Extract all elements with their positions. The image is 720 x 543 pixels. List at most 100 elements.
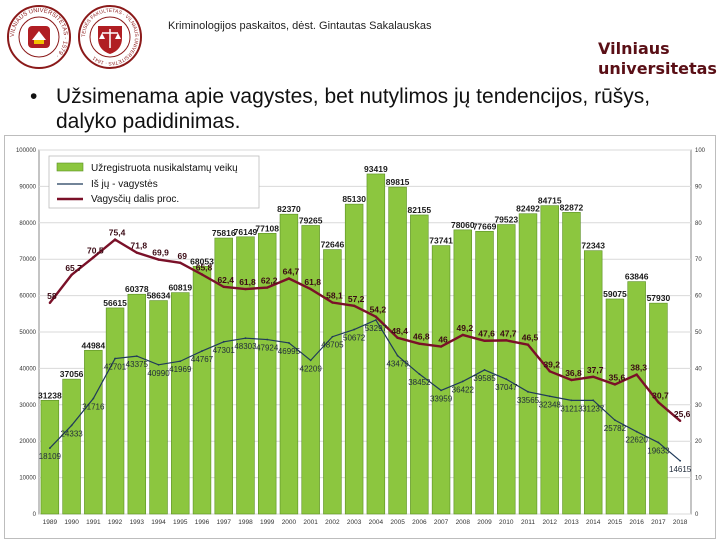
left-axis-tick-label: 70000 [19, 257, 36, 263]
x-tick-label: 1989 [43, 519, 58, 526]
x-tick-label: 2008 [456, 519, 471, 526]
bar-1994 [149, 300, 168, 515]
share-point-2000 [287, 277, 291, 280]
x-tick-label: 1999 [260, 519, 275, 526]
x-tick-label: 2001 [303, 519, 318, 526]
theft-point-1990 [70, 424, 73, 427]
bar-1998 [236, 236, 255, 515]
x-tick-label: 1998 [238, 519, 253, 526]
bar-value-label: 68053 [190, 256, 214, 266]
theft-point-2013 [570, 399, 573, 402]
theft-value-label: 47924 [256, 344, 279, 353]
bar-value-label: 77108 [255, 223, 279, 233]
theft-point-1989 [48, 447, 51, 449]
share-point-2006 [418, 342, 421, 345]
share-value-label: 37,7 [587, 365, 604, 375]
bar-value-label: 82872 [560, 202, 584, 212]
theft-point-2016 [635, 430, 638, 433]
share-point-1993 [135, 251, 138, 254]
bar-value-label: 76149 [234, 227, 258, 237]
x-tick-label: 2005 [390, 519, 405, 526]
theft-point-2009 [483, 369, 486, 371]
theft-point-2012 [548, 395, 551, 398]
bar-value-label: 75816 [212, 228, 236, 238]
bar-value-label: 59075 [603, 289, 627, 299]
left-axis-tick-label: 20000 [19, 439, 36, 445]
bar-1996 [192, 265, 212, 515]
x-tick-label: 1995 [173, 519, 188, 526]
vilnius-university-wordmark: Vilniaus universitetas [598, 39, 717, 79]
share-point-2017 [657, 401, 660, 404]
share-value-label: 38,3 [630, 363, 647, 373]
legend-label: Vagysčių dalis proc. [91, 194, 179, 205]
bar-1990 [62, 378, 81, 515]
theft-value-label: 33565 [517, 396, 540, 405]
share-value-label: 62,4 [217, 275, 234, 285]
x-tick-label: 2004 [369, 519, 384, 526]
bar-value-label: 60819 [168, 283, 192, 293]
share-value-label: 46,5 [522, 333, 539, 343]
theft-point-2003 [353, 328, 356, 331]
theft-point-2006 [418, 373, 421, 375]
theft-value-label: 31716 [82, 403, 105, 412]
theft-point-1991 [92, 397, 95, 400]
x-tick-label: 2002 [325, 519, 340, 526]
share-value-label: 62,2 [261, 276, 278, 286]
right-axis-tick-label: 40 [695, 366, 702, 372]
theft-value-label: 43479 [386, 360, 409, 369]
bar-value-label: 78060 [451, 220, 475, 230]
share-point-2018 [678, 419, 682, 423]
theft-point-1992 [114, 357, 116, 360]
theft-point-2001 [309, 359, 312, 362]
x-tick-label: 1992 [108, 519, 123, 526]
theft-point-2004 [374, 319, 377, 321]
share-point-2002 [331, 301, 334, 304]
theft-point-1994 [157, 363, 160, 366]
share-value-label: 46,8 [413, 332, 430, 342]
theft-value-label: 31213 [560, 404, 583, 413]
theft-point-2018 [679, 459, 682, 462]
right-axis-tick-label: 20 [695, 439, 702, 445]
bar-2011 [518, 213, 538, 515]
legend-label: Užregistruota nusikalstamų veikų [91, 163, 238, 174]
bar-value-label: 73741 [429, 236, 453, 246]
share-point-1999 [266, 286, 269, 289]
x-tick-label: 2011 [521, 519, 535, 526]
left-axis-tick-label: 0 [33, 512, 37, 518]
left-axis-tick-label: 40000 [19, 366, 36, 372]
share-value-label: 64,7 [283, 266, 300, 276]
theft-value-label: 48303 [234, 342, 257, 351]
right-axis-tick-label: 80 [695, 221, 702, 227]
legend-box [48, 155, 260, 209]
share-point-2003 [352, 304, 356, 307]
share-value-label: 61,8 [304, 277, 321, 287]
share-point-2008 [461, 333, 464, 337]
share-value-label: 58,1 [326, 291, 343, 301]
bar-1995 [171, 292, 190, 515]
bar-value-label: 57930 [647, 293, 671, 303]
x-tick-label: 2000 [282, 519, 297, 526]
legend-swatch-bars [56, 162, 84, 172]
share-point-1997 [222, 285, 225, 289]
share-value-label: 48,4 [391, 326, 408, 336]
share-value-label: 36,8 [565, 368, 582, 378]
theft-point-2002 [331, 335, 334, 338]
theft-value-label: 42701 [104, 363, 127, 372]
bar-2005 [388, 186, 407, 515]
x-tick-label: 2014 [586, 519, 601, 526]
right-axis-tick-label: 0 [695, 512, 699, 518]
x-tick-label: 1997 [216, 519, 231, 526]
left-axis-tick-label: 100000 [16, 148, 37, 154]
share-value-label: 57,2 [348, 294, 365, 304]
chart-svg: 0100002000030000400005000060000700008000… [16, 148, 706, 526]
theft-value-label: 50672 [343, 334, 366, 343]
theft-point-2008 [461, 380, 464, 383]
legend-label: Iš jų - vagystės [91, 179, 158, 190]
bar-2013 [562, 212, 581, 515]
share-point-1991 [92, 256, 95, 259]
share-point-2016 [635, 373, 638, 376]
theft-value-label: 38452 [408, 378, 431, 387]
bar-2014 [583, 250, 603, 515]
lecture-caption: Kriminologijos paskaitos, dėst. Gintauta… [168, 20, 432, 32]
bar-value-label: 82492 [516, 204, 540, 214]
